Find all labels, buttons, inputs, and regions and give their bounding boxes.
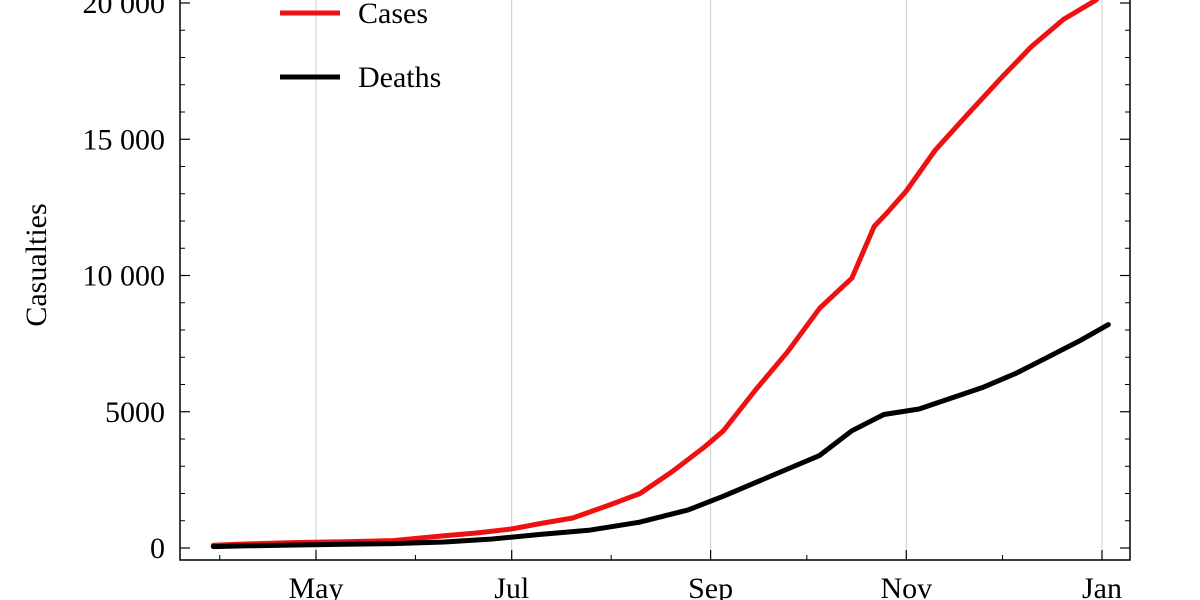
gridlines xyxy=(315,0,1103,560)
y-tick-label: 20 000 xyxy=(83,0,166,20)
legend-label-cases: Cases xyxy=(358,0,428,30)
y-tick-label: 10 000 xyxy=(83,260,166,293)
y-axis-label: Casualties xyxy=(20,203,53,326)
legend: Cases Deaths xyxy=(280,0,441,94)
y-tick-label: 15 000 xyxy=(83,123,166,156)
series-layer xyxy=(210,0,1111,550)
x-tick-label: Sep xyxy=(688,572,733,600)
y-tick-label: 0 xyxy=(150,532,165,565)
legend-label-deaths: Deaths xyxy=(358,61,441,94)
x-tick-label: Jul xyxy=(494,572,529,600)
x-tick-label: Nov xyxy=(880,572,932,600)
y-tick-label: 5000 xyxy=(105,396,165,429)
series-line-cases xyxy=(210,0,1100,548)
x-axis: May Jul Sep Nov Jan xyxy=(219,550,1122,600)
y-axis: 0 5000 10 000 15 000 20 000 xyxy=(83,0,1130,565)
x-tick-label: May xyxy=(289,572,344,600)
series-line-deaths xyxy=(210,322,1111,550)
x-tick-label: Jan xyxy=(1082,572,1122,600)
plot-frame xyxy=(179,0,1131,561)
